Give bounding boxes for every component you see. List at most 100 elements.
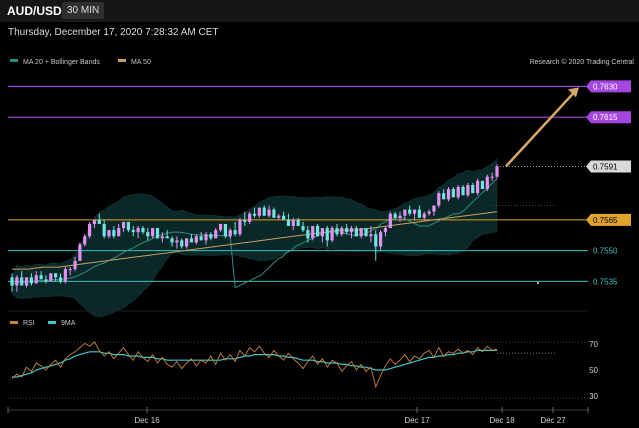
candle-body (223, 223, 227, 237)
rsi-tick-70: 70 (589, 340, 598, 349)
candle-body (10, 277, 14, 286)
rsi-line (11, 341, 498, 389)
candle-body (393, 213, 397, 218)
candle-body (155, 228, 160, 239)
ma9-legend-label: 9MA (61, 320, 76, 327)
bollinger-band (11, 158, 498, 318)
candle-body (257, 207, 261, 216)
candle-body (301, 226, 305, 231)
level-label-0.7535: 0.7535 (593, 277, 618, 286)
candle-body (238, 219, 242, 235)
candle-body (24, 277, 29, 286)
candle-body (175, 240, 179, 243)
candle-body (112, 230, 116, 237)
timeframe-button[interactable]: 30 MIN (62, 2, 105, 19)
candle-body (180, 240, 184, 247)
candle-body (131, 230, 135, 233)
candle-body (272, 209, 276, 218)
ma9-line (12, 349, 497, 378)
candle-body (403, 209, 407, 216)
candle-body (495, 166, 499, 177)
candle-body (218, 223, 223, 231)
candle-body (88, 223, 92, 237)
candle-body (335, 228, 339, 235)
candle-body (20, 277, 24, 286)
candle-body (315, 226, 320, 237)
candle-body (252, 213, 257, 216)
candle-body (437, 193, 441, 206)
candle-body (345, 228, 349, 233)
candle-body (282, 215, 286, 220)
candle-body (209, 234, 213, 239)
candle-body (349, 228, 354, 233)
candle-body (160, 236, 164, 239)
candle-body (398, 215, 402, 218)
candle-body (277, 215, 281, 218)
candle-body (267, 209, 271, 216)
candle-body (107, 230, 111, 237)
candle-body (248, 213, 252, 222)
ma50-legend-label: MA 50 (131, 59, 151, 66)
ma50-legend-swatch (118, 59, 126, 62)
rsi-tick-50: 50 (589, 366, 598, 375)
ma20-legend-label: MA 20 + Bollinger Bands (23, 59, 100, 66)
credit-label: Research © 2020 Trading Central (530, 58, 635, 66)
candle-body (442, 193, 446, 200)
candle-body (141, 228, 145, 233)
candle-body (54, 273, 58, 278)
level-tag-0.7615 (586, 111, 631, 124)
rsi-legend-swatch (10, 321, 18, 324)
candle-body (262, 207, 266, 216)
candle-body (388, 213, 392, 229)
level-label-0.7630: 0.7630 (593, 82, 618, 91)
candle-body (451, 189, 455, 198)
level-tag-0.7630 (586, 80, 631, 93)
candle-body (490, 176, 494, 178)
ma9-legend-swatch (48, 321, 56, 324)
datetime-label: Thursday, December 17, 2020 7:28:32 AM C… (8, 27, 219, 38)
candle-body (170, 238, 174, 243)
rsi-legend-label: RSI (23, 320, 35, 327)
candle-body (340, 228, 344, 235)
candle-body (49, 273, 53, 282)
candle-body (330, 228, 334, 241)
candle-body (117, 228, 121, 237)
candle-body (427, 211, 431, 214)
candle-body (379, 232, 383, 247)
candle-body (204, 234, 208, 241)
candle-body (185, 238, 189, 247)
candle-body (136, 228, 140, 233)
level-label-0.7550: 0.7550 (593, 247, 618, 256)
ma50-line (12, 211, 498, 270)
candle-body (456, 187, 460, 198)
candle-body (233, 230, 237, 235)
ma20-legend-swatch (10, 59, 18, 62)
rsi-tick-30: 30 (589, 392, 598, 401)
candle-body (63, 269, 67, 282)
candle-body (189, 238, 194, 243)
candle-body (39, 275, 43, 280)
candle-body (92, 219, 97, 224)
candle-body (194, 236, 198, 243)
candle-body (359, 228, 363, 237)
candle-body (73, 260, 77, 270)
candle-body (369, 234, 373, 237)
candle-body (432, 205, 436, 212)
candle-body (29, 277, 33, 284)
top-bar: AUD/USD 30 MIN (0, 0, 639, 22)
projection-arrow-line (504, 90, 576, 168)
ma20-line (11, 178, 498, 289)
candle-body (121, 221, 126, 229)
candle-body (485, 176, 489, 190)
candle-body (228, 230, 232, 237)
candle-body (291, 219, 295, 226)
candle-body (354, 228, 358, 237)
candle-body (422, 213, 426, 218)
candle-body (199, 236, 203, 241)
x-label-dec27: Dec 27 (540, 416, 566, 425)
level-label-0.7615: 0.7615 (593, 113, 618, 122)
candle-body (471, 184, 475, 194)
candle-body (374, 234, 378, 247)
candle-body (102, 223, 106, 237)
